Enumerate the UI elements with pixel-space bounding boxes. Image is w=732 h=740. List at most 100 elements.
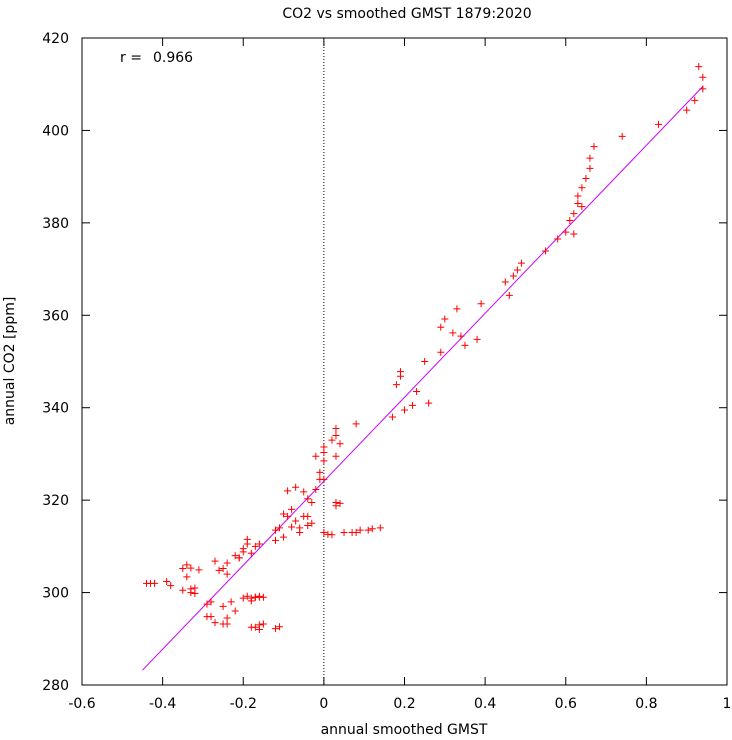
x-tick-label: 0.6 [555,696,577,712]
data-point [477,300,485,308]
data-point [437,323,445,331]
data-point [219,565,227,573]
data-point [272,625,279,633]
data-point [247,597,255,605]
fit-line [142,86,704,671]
plot-frame [81,37,728,686]
data-point [578,203,586,211]
chart-title: CO2 vs smoothed GMST 1879:2020 [282,6,531,22]
data-points [143,63,707,634]
data-point [376,524,384,532]
x-tick-label: -0.4 [149,696,176,712]
data-point [272,536,279,544]
data-point [574,199,582,207]
data-point [453,305,461,313]
data-point [352,420,360,428]
data-point [473,335,481,343]
data-point [284,487,292,495]
y-tick-label: 360 [42,308,69,324]
fit-line-group [142,86,704,671]
data-point [425,399,433,407]
data-point [578,184,586,192]
data-point [542,247,550,255]
data-point [243,592,251,600]
data-point [570,210,578,218]
data-point [699,73,707,81]
data-point [276,524,284,532]
data-point [284,512,292,520]
data-point [509,272,517,280]
data-point [280,510,288,518]
data-point [449,329,457,337]
data-point [336,440,344,448]
data-point [501,278,509,286]
data-point [324,530,332,538]
data-point [590,143,598,151]
data-point [223,559,231,567]
data-point [183,561,191,569]
data-point [320,443,328,451]
data-point [304,512,312,520]
data-point [300,488,308,496]
data-point [312,452,320,460]
correlation-annotation: r = 0.966 [120,50,193,66]
data-point [618,132,626,140]
data-point [163,577,171,585]
y-tick-label: 320 [42,493,69,509]
data-point [517,259,525,267]
data-point [239,548,247,556]
data-point [235,554,243,562]
data-point [332,502,340,510]
data-point [231,607,239,615]
data-point [364,526,372,534]
data-point [304,522,312,530]
y-tick-label: 280 [42,678,69,694]
data-point [308,498,316,506]
data-point [292,517,300,525]
data-point [513,266,521,274]
data-point [586,154,594,162]
x-axis-label: annual smoothed GMST [321,722,488,738]
data-point [288,523,296,531]
data-point [312,486,320,494]
data-point [219,620,227,628]
data-point [699,85,707,93]
data-point [316,475,324,483]
x-tick-label: 0 [319,696,328,712]
data-point [574,192,582,200]
data-point [409,401,417,409]
data-point [207,598,215,606]
data-point [441,315,449,323]
data-point [251,542,259,550]
data-point [332,431,340,439]
data-point [151,579,159,587]
data-point [247,549,255,557]
data-point [356,526,364,534]
data-point [255,592,263,600]
data-point [401,406,408,414]
data-point [695,63,703,71]
x-tick-label: 0.4 [474,696,496,712]
data-point [215,566,223,574]
x-tick-labels: -0.6 -0.4 -0.2 0 0.2 0.4 0.6 0.8 1 [68,696,731,712]
data-point [316,468,324,476]
data-point [328,436,336,444]
y-tick-label: 380 [42,216,69,232]
data-point [308,519,316,527]
data-point [219,602,227,610]
data-point [388,413,396,421]
data-point [203,613,211,621]
correlation-value: 0.966 [153,50,193,66]
data-point [457,332,465,340]
y-tick-label: 420 [42,31,69,47]
data-point [562,228,570,236]
data-point [413,388,421,396]
data-point [296,528,304,536]
data-point [292,483,300,491]
data-point [654,120,662,128]
data-point [227,598,235,606]
data-point [336,499,344,507]
data-point [223,614,231,622]
correlation-label: r = [120,50,142,66]
data-point [203,600,211,608]
